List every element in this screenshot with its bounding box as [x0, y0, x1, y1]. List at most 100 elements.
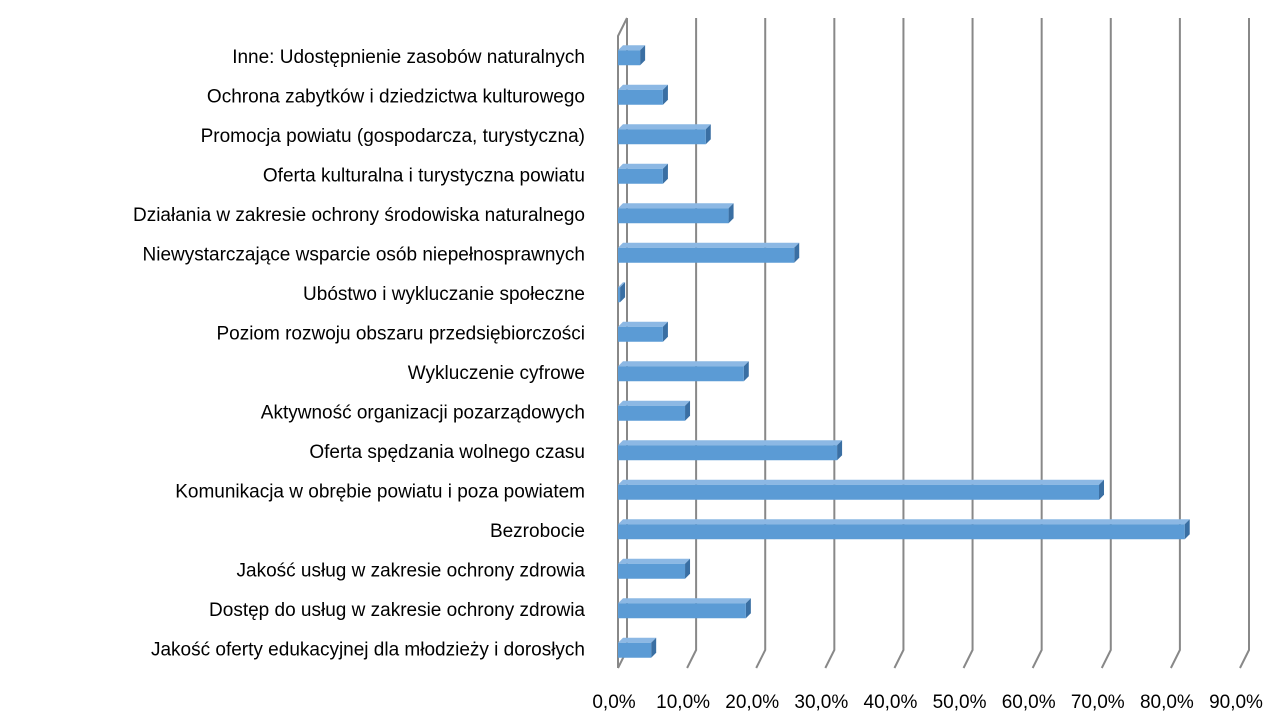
bar-face: [685, 558, 691, 579]
bar-face: [618, 598, 751, 604]
y-tick-label: Niewystarczające wsparcie osób niepełnos…: [143, 244, 586, 265]
bar-face: [618, 637, 657, 643]
y-tick-label: Oferta spędzania wolnego czasu: [309, 442, 585, 463]
bar-face: [837, 440, 843, 461]
bar: [618, 321, 668, 342]
bar: [618, 282, 626, 303]
x-tick-label: 20,0%: [725, 692, 779, 713]
bar-face: [705, 124, 711, 145]
y-tick-label: Aktywność organizacji pozarządowych: [261, 402, 585, 423]
x-tick-label: 90,0%: [1209, 692, 1263, 713]
grid-line: [1169, 18, 1181, 669]
bar-face: [662, 163, 668, 184]
bar-face: [618, 84, 668, 90]
bar: [618, 124, 711, 145]
x-tick-label: 10,0%: [656, 692, 710, 713]
bar: [618, 440, 843, 461]
bar-face: [618, 50, 641, 66]
grid-line: [1239, 18, 1250, 669]
bar: [618, 400, 691, 421]
bar-face: [662, 321, 668, 342]
y-tick-label: Dostęp do usług w zakresie ochrony zdrow…: [209, 600, 585, 621]
bar-face: [618, 440, 843, 446]
bar-face: [618, 163, 668, 169]
bar-face: [618, 642, 652, 658]
bar: [618, 203, 734, 224]
bar-face: [618, 326, 663, 342]
y-tick-label: Promocja powiatu (gospodarcza, turystycz…: [201, 126, 585, 147]
bar-face: [618, 282, 626, 288]
bar: [618, 558, 691, 579]
bar-face: [745, 598, 751, 619]
bar-face: [618, 45, 646, 51]
bar-face: [618, 203, 734, 209]
y-tick-label: Ubóstwo i wykluczanie społeczne: [303, 284, 585, 305]
bar: [618, 361, 749, 382]
y-tick-label: Działania w zakresie ochrony środowiska …: [133, 205, 585, 226]
bar: [618, 637, 657, 658]
x-tick-label: 70,0%: [1071, 692, 1125, 713]
x-tick-label: 60,0%: [1002, 692, 1056, 713]
x-tick-label: 40,0%: [864, 692, 918, 713]
grid-line: [1031, 18, 1043, 669]
bar-face: [651, 637, 657, 658]
bar-face: [743, 361, 749, 382]
bar-face: [618, 445, 838, 461]
bar-face: [728, 203, 734, 224]
bar: [618, 45, 646, 66]
grid-line: [824, 18, 836, 669]
y-tick-label: Bezrobocie: [490, 521, 585, 542]
bar-face: [618, 366, 744, 382]
bar-face: [1099, 479, 1105, 500]
bar-face: [618, 242, 800, 248]
bar: [618, 598, 751, 619]
bar: [618, 84, 668, 105]
y-tick-label: Inne: Udostępnienie zasobów naturalnych: [232, 47, 585, 68]
bar-face: [618, 400, 691, 406]
bar-face: [1184, 519, 1190, 540]
bar-face: [618, 247, 795, 263]
y-tick-label: Poziom rozwoju obszaru przedsiębiorczośc…: [216, 323, 585, 344]
grid-line: [962, 18, 974, 669]
y-tick-label: Komunikacja w obrębie powiatu i poza pow…: [175, 481, 585, 502]
bar-face: [685, 400, 691, 421]
bar: [618, 519, 1190, 540]
grid-line: [686, 18, 698, 669]
bar-face: [620, 282, 626, 303]
x-tick-label: 80,0%: [1140, 692, 1194, 713]
bar-face: [618, 479, 1105, 485]
y-tick-label: Oferta kulturalna i turystyczna powiatu: [263, 165, 585, 186]
bar-face: [618, 208, 729, 224]
bar-face: [618, 563, 686, 579]
bar-face: [618, 89, 663, 105]
bar-face: [640, 45, 646, 66]
bar: [618, 242, 800, 263]
bar-face: [662, 84, 668, 105]
bar-face: [618, 321, 668, 327]
bar-face: [618, 129, 706, 145]
bar: [618, 479, 1105, 500]
bar-face: [618, 603, 746, 619]
bar-face: [618, 168, 663, 184]
grid-line: [893, 18, 905, 669]
bar-face: [618, 524, 1185, 540]
y-tick-label: Wykluczenie cyfrowe: [408, 363, 585, 384]
bar-face: [618, 361, 749, 367]
bar-face: [618, 287, 621, 303]
grid-line: [1100, 18, 1112, 669]
bar-face: [618, 558, 691, 564]
bar-face: [618, 484, 1100, 500]
y-tick-label: Jakość oferty edukacyjnej dla młodzieży …: [151, 639, 585, 660]
bar-face: [618, 124, 711, 130]
grid-line: [755, 18, 767, 669]
y-tick-label: Jakość usług w zakresie ochrony zdrowia: [237, 560, 586, 581]
bar: [618, 163, 668, 184]
bar-face: [618, 519, 1190, 525]
y-tick-label: Ochrona zabytków i dziedzictwa kulturowe…: [207, 86, 585, 107]
bar-face: [618, 405, 686, 421]
bar-face: [794, 242, 800, 263]
x-tick-label: 50,0%: [933, 692, 987, 713]
x-tick-label: 30,0%: [794, 692, 848, 713]
x-tick-label: 0,0%: [592, 692, 635, 713]
